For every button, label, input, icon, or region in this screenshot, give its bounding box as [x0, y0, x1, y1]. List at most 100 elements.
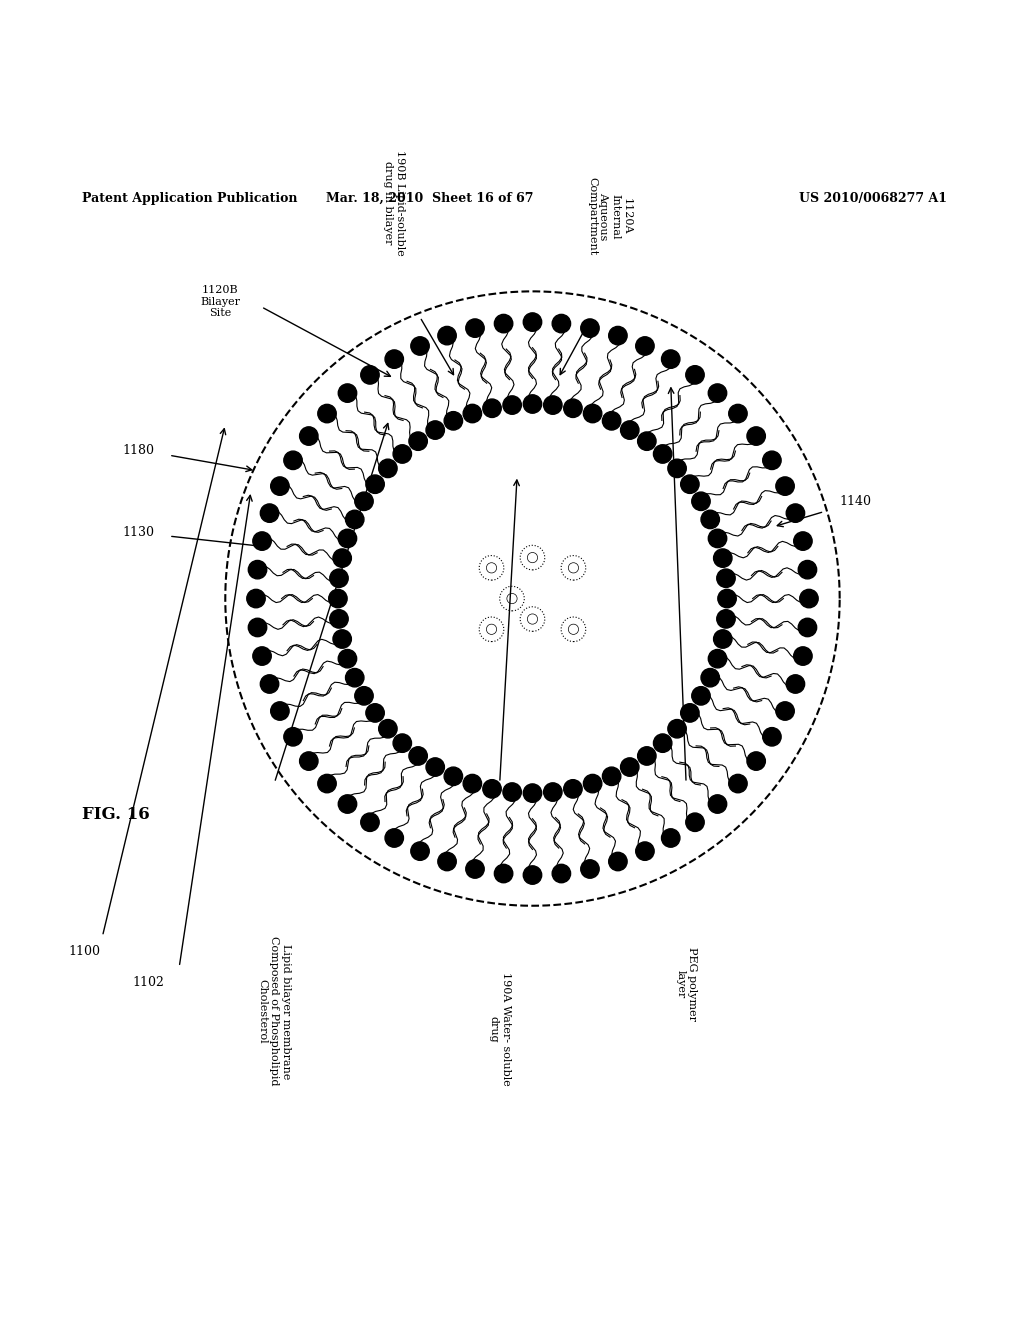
Circle shape: [523, 866, 542, 884]
Circle shape: [438, 326, 457, 345]
Circle shape: [385, 829, 403, 847]
Circle shape: [523, 784, 542, 803]
Circle shape: [763, 451, 781, 470]
Circle shape: [466, 319, 484, 338]
Circle shape: [653, 734, 672, 752]
Circle shape: [686, 813, 705, 832]
Circle shape: [701, 511, 720, 528]
Text: 1130: 1130: [122, 525, 155, 539]
Circle shape: [786, 675, 805, 693]
Circle shape: [354, 686, 373, 705]
Circle shape: [799, 618, 817, 636]
Circle shape: [552, 865, 570, 883]
Circle shape: [248, 561, 266, 579]
Circle shape: [270, 702, 289, 721]
Circle shape: [544, 396, 562, 414]
Circle shape: [284, 727, 302, 746]
Circle shape: [714, 549, 732, 568]
Text: 1120A
Internal
Aqueous
Compartment: 1120A Internal Aqueous Compartment: [587, 177, 632, 256]
Circle shape: [608, 326, 627, 345]
Circle shape: [463, 775, 481, 793]
Circle shape: [482, 399, 501, 417]
Circle shape: [564, 399, 583, 417]
Circle shape: [503, 396, 521, 414]
Circle shape: [330, 569, 348, 587]
Circle shape: [717, 610, 735, 628]
Circle shape: [621, 758, 639, 776]
Circle shape: [718, 589, 736, 607]
Text: Patent Application Publication: Patent Application Publication: [82, 191, 297, 205]
Circle shape: [253, 647, 271, 665]
Circle shape: [681, 475, 699, 494]
Circle shape: [799, 561, 817, 579]
Circle shape: [317, 404, 336, 422]
Circle shape: [638, 747, 656, 766]
Circle shape: [714, 630, 732, 648]
Circle shape: [621, 421, 639, 440]
Circle shape: [426, 758, 444, 776]
Circle shape: [552, 314, 570, 333]
Circle shape: [653, 445, 672, 463]
Circle shape: [409, 747, 427, 766]
Circle shape: [253, 532, 271, 550]
Circle shape: [409, 432, 427, 450]
Circle shape: [329, 589, 347, 607]
Circle shape: [411, 842, 429, 861]
Circle shape: [636, 337, 654, 355]
Circle shape: [338, 384, 356, 403]
Circle shape: [729, 404, 748, 422]
Circle shape: [602, 767, 621, 785]
Circle shape: [692, 686, 711, 705]
Circle shape: [300, 752, 318, 771]
Circle shape: [523, 313, 542, 331]
Circle shape: [503, 783, 521, 801]
Circle shape: [360, 366, 379, 384]
Circle shape: [544, 783, 562, 801]
Circle shape: [709, 795, 727, 813]
Text: 190B Lipid-soluble
drug in bilayer: 190B Lipid-soluble drug in bilayer: [383, 149, 406, 256]
Circle shape: [709, 384, 727, 403]
Circle shape: [284, 451, 302, 470]
Circle shape: [248, 618, 266, 636]
Circle shape: [584, 404, 602, 422]
Circle shape: [668, 719, 686, 738]
Circle shape: [345, 668, 364, 686]
Text: 1100: 1100: [68, 945, 100, 958]
Circle shape: [393, 734, 412, 752]
Text: Mar. 18, 2010  Sheet 16 of 67: Mar. 18, 2010 Sheet 16 of 67: [327, 191, 534, 205]
Circle shape: [729, 775, 748, 793]
Circle shape: [444, 767, 463, 785]
Text: US 2010/0068277 A1: US 2010/0068277 A1: [799, 191, 947, 205]
Circle shape: [495, 314, 513, 333]
Circle shape: [338, 529, 356, 548]
Text: FIG. 16: FIG. 16: [82, 805, 150, 822]
Text: 1120B
Bilayer
Site: 1120B Bilayer Site: [200, 285, 241, 318]
Circle shape: [260, 504, 279, 523]
Circle shape: [581, 319, 599, 338]
Circle shape: [763, 727, 781, 746]
Circle shape: [366, 704, 384, 722]
Circle shape: [709, 529, 727, 548]
Circle shape: [338, 795, 356, 813]
Circle shape: [366, 475, 384, 494]
Circle shape: [333, 630, 351, 648]
Circle shape: [338, 649, 356, 668]
Circle shape: [495, 865, 513, 883]
Circle shape: [776, 702, 795, 721]
Text: 1140: 1140: [839, 495, 871, 508]
Text: 1102: 1102: [132, 975, 165, 989]
Circle shape: [360, 813, 379, 832]
Circle shape: [379, 719, 397, 738]
Circle shape: [463, 404, 481, 422]
Circle shape: [270, 477, 289, 495]
Circle shape: [482, 780, 501, 799]
Circle shape: [300, 426, 318, 445]
Circle shape: [608, 853, 627, 871]
Circle shape: [330, 610, 348, 628]
Circle shape: [662, 829, 680, 847]
Circle shape: [438, 853, 457, 871]
Circle shape: [776, 477, 795, 495]
Text: 1180: 1180: [122, 444, 155, 457]
Circle shape: [717, 569, 735, 587]
Circle shape: [681, 704, 699, 722]
